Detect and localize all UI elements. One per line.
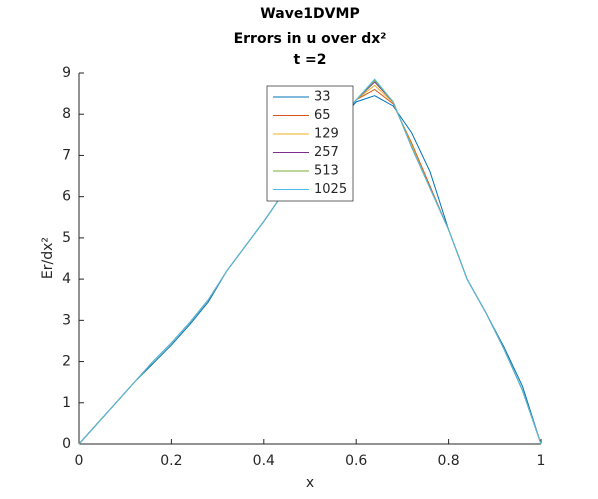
y-tick-label: 2	[62, 354, 71, 370]
y-tick-label: 4	[62, 271, 71, 287]
y-tick-label: 5	[62, 230, 71, 246]
y-tick-label: 1	[62, 395, 71, 411]
y-tick-label: 6	[62, 189, 71, 205]
chart-title: t =2	[293, 52, 326, 68]
chart-title: Errors in u over dx²	[234, 31, 387, 47]
y-axis-label: Er/dx²	[40, 237, 56, 279]
legend-label: 1025	[314, 182, 347, 197]
legend-box	[266, 85, 354, 202]
legend-label: 33	[314, 90, 331, 105]
x-tick-label: 0.6	[345, 453, 367, 469]
x-tick-label: 1	[537, 453, 546, 469]
y-tick-label: 3	[62, 312, 71, 328]
y-tick-label: 9	[62, 65, 71, 81]
y-tick-label: 0	[62, 436, 71, 452]
x-tick-label: 0.2	[160, 453, 182, 469]
y-tick-label: 8	[62, 106, 71, 122]
chart-title: Wave1DVMP	[260, 6, 359, 22]
legend-label: 65	[314, 108, 331, 123]
legend-label: 513	[314, 164, 339, 179]
x-axis-label: x	[306, 475, 314, 491]
legend-label: 257	[314, 145, 339, 160]
y-tick-label: 7	[62, 147, 71, 163]
x-tick-label: 0.4	[253, 453, 275, 469]
x-tick-label: 0.8	[437, 453, 459, 469]
legend: 33 65 129 257 513 1025	[266, 85, 354, 202]
legend-label: 129	[314, 127, 339, 142]
x-tick-label: 0	[75, 453, 84, 469]
